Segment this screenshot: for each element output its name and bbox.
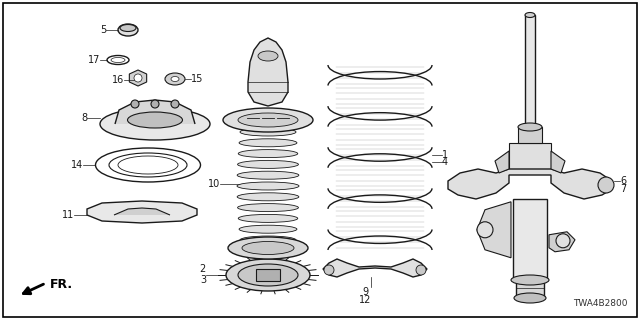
Text: 10: 10 (208, 179, 220, 189)
Polygon shape (448, 169, 612, 199)
Circle shape (477, 222, 493, 238)
Ellipse shape (518, 123, 542, 131)
Circle shape (416, 265, 426, 275)
Text: 12: 12 (359, 295, 371, 305)
Ellipse shape (237, 160, 298, 168)
Polygon shape (549, 232, 575, 252)
Text: 9: 9 (362, 287, 368, 297)
Circle shape (171, 100, 179, 108)
Text: 15: 15 (191, 74, 204, 84)
Text: FR.: FR. (50, 277, 73, 291)
Ellipse shape (223, 108, 313, 132)
Ellipse shape (95, 148, 200, 182)
Ellipse shape (240, 128, 296, 136)
Text: 7: 7 (620, 184, 627, 194)
Ellipse shape (238, 149, 298, 157)
Polygon shape (248, 38, 288, 106)
Ellipse shape (238, 214, 298, 222)
Ellipse shape (226, 259, 310, 291)
Ellipse shape (171, 76, 179, 82)
Circle shape (556, 234, 570, 248)
Ellipse shape (120, 25, 136, 31)
Ellipse shape (237, 193, 299, 201)
Text: 16: 16 (112, 75, 124, 85)
Text: TWA4B2800: TWA4B2800 (573, 299, 628, 308)
Bar (525, 15, 535, 135)
Ellipse shape (118, 24, 138, 36)
Circle shape (131, 100, 139, 108)
Polygon shape (129, 70, 147, 86)
Ellipse shape (238, 113, 298, 127)
Text: 17: 17 (88, 55, 100, 65)
Ellipse shape (228, 237, 308, 259)
Ellipse shape (109, 153, 187, 177)
Polygon shape (115, 100, 195, 124)
Ellipse shape (237, 182, 299, 190)
Text: 14: 14 (71, 160, 83, 170)
Ellipse shape (514, 293, 546, 303)
Bar (509, 143, 551, 173)
Ellipse shape (240, 236, 296, 244)
Bar (513, 199, 547, 280)
FancyBboxPatch shape (256, 269, 280, 281)
Ellipse shape (165, 73, 185, 85)
Polygon shape (551, 151, 565, 173)
Bar (518, 127, 542, 143)
Ellipse shape (238, 264, 298, 286)
Ellipse shape (127, 112, 182, 128)
Polygon shape (477, 202, 511, 258)
Polygon shape (323, 259, 427, 277)
Text: 3: 3 (200, 275, 206, 285)
Text: 4: 4 (442, 157, 448, 167)
Ellipse shape (111, 58, 125, 62)
Ellipse shape (242, 242, 294, 254)
Circle shape (134, 74, 142, 82)
Ellipse shape (118, 156, 178, 174)
Polygon shape (495, 151, 509, 173)
Ellipse shape (525, 12, 535, 18)
Text: 13: 13 (254, 118, 266, 128)
Circle shape (598, 177, 614, 193)
Text: 6: 6 (620, 176, 626, 186)
Text: 11: 11 (61, 210, 74, 220)
Ellipse shape (258, 51, 278, 61)
Polygon shape (87, 201, 197, 223)
Circle shape (324, 265, 334, 275)
Ellipse shape (239, 139, 297, 147)
Polygon shape (114, 208, 170, 215)
Text: 2: 2 (200, 264, 206, 274)
Ellipse shape (237, 204, 298, 212)
Ellipse shape (107, 55, 129, 65)
Text: 8: 8 (81, 113, 87, 123)
Text: 5: 5 (100, 25, 106, 35)
Ellipse shape (237, 171, 299, 179)
Ellipse shape (511, 275, 549, 285)
Ellipse shape (239, 225, 297, 233)
Text: 1: 1 (442, 150, 448, 160)
Bar (516, 280, 544, 298)
Ellipse shape (100, 108, 210, 140)
Circle shape (151, 100, 159, 108)
